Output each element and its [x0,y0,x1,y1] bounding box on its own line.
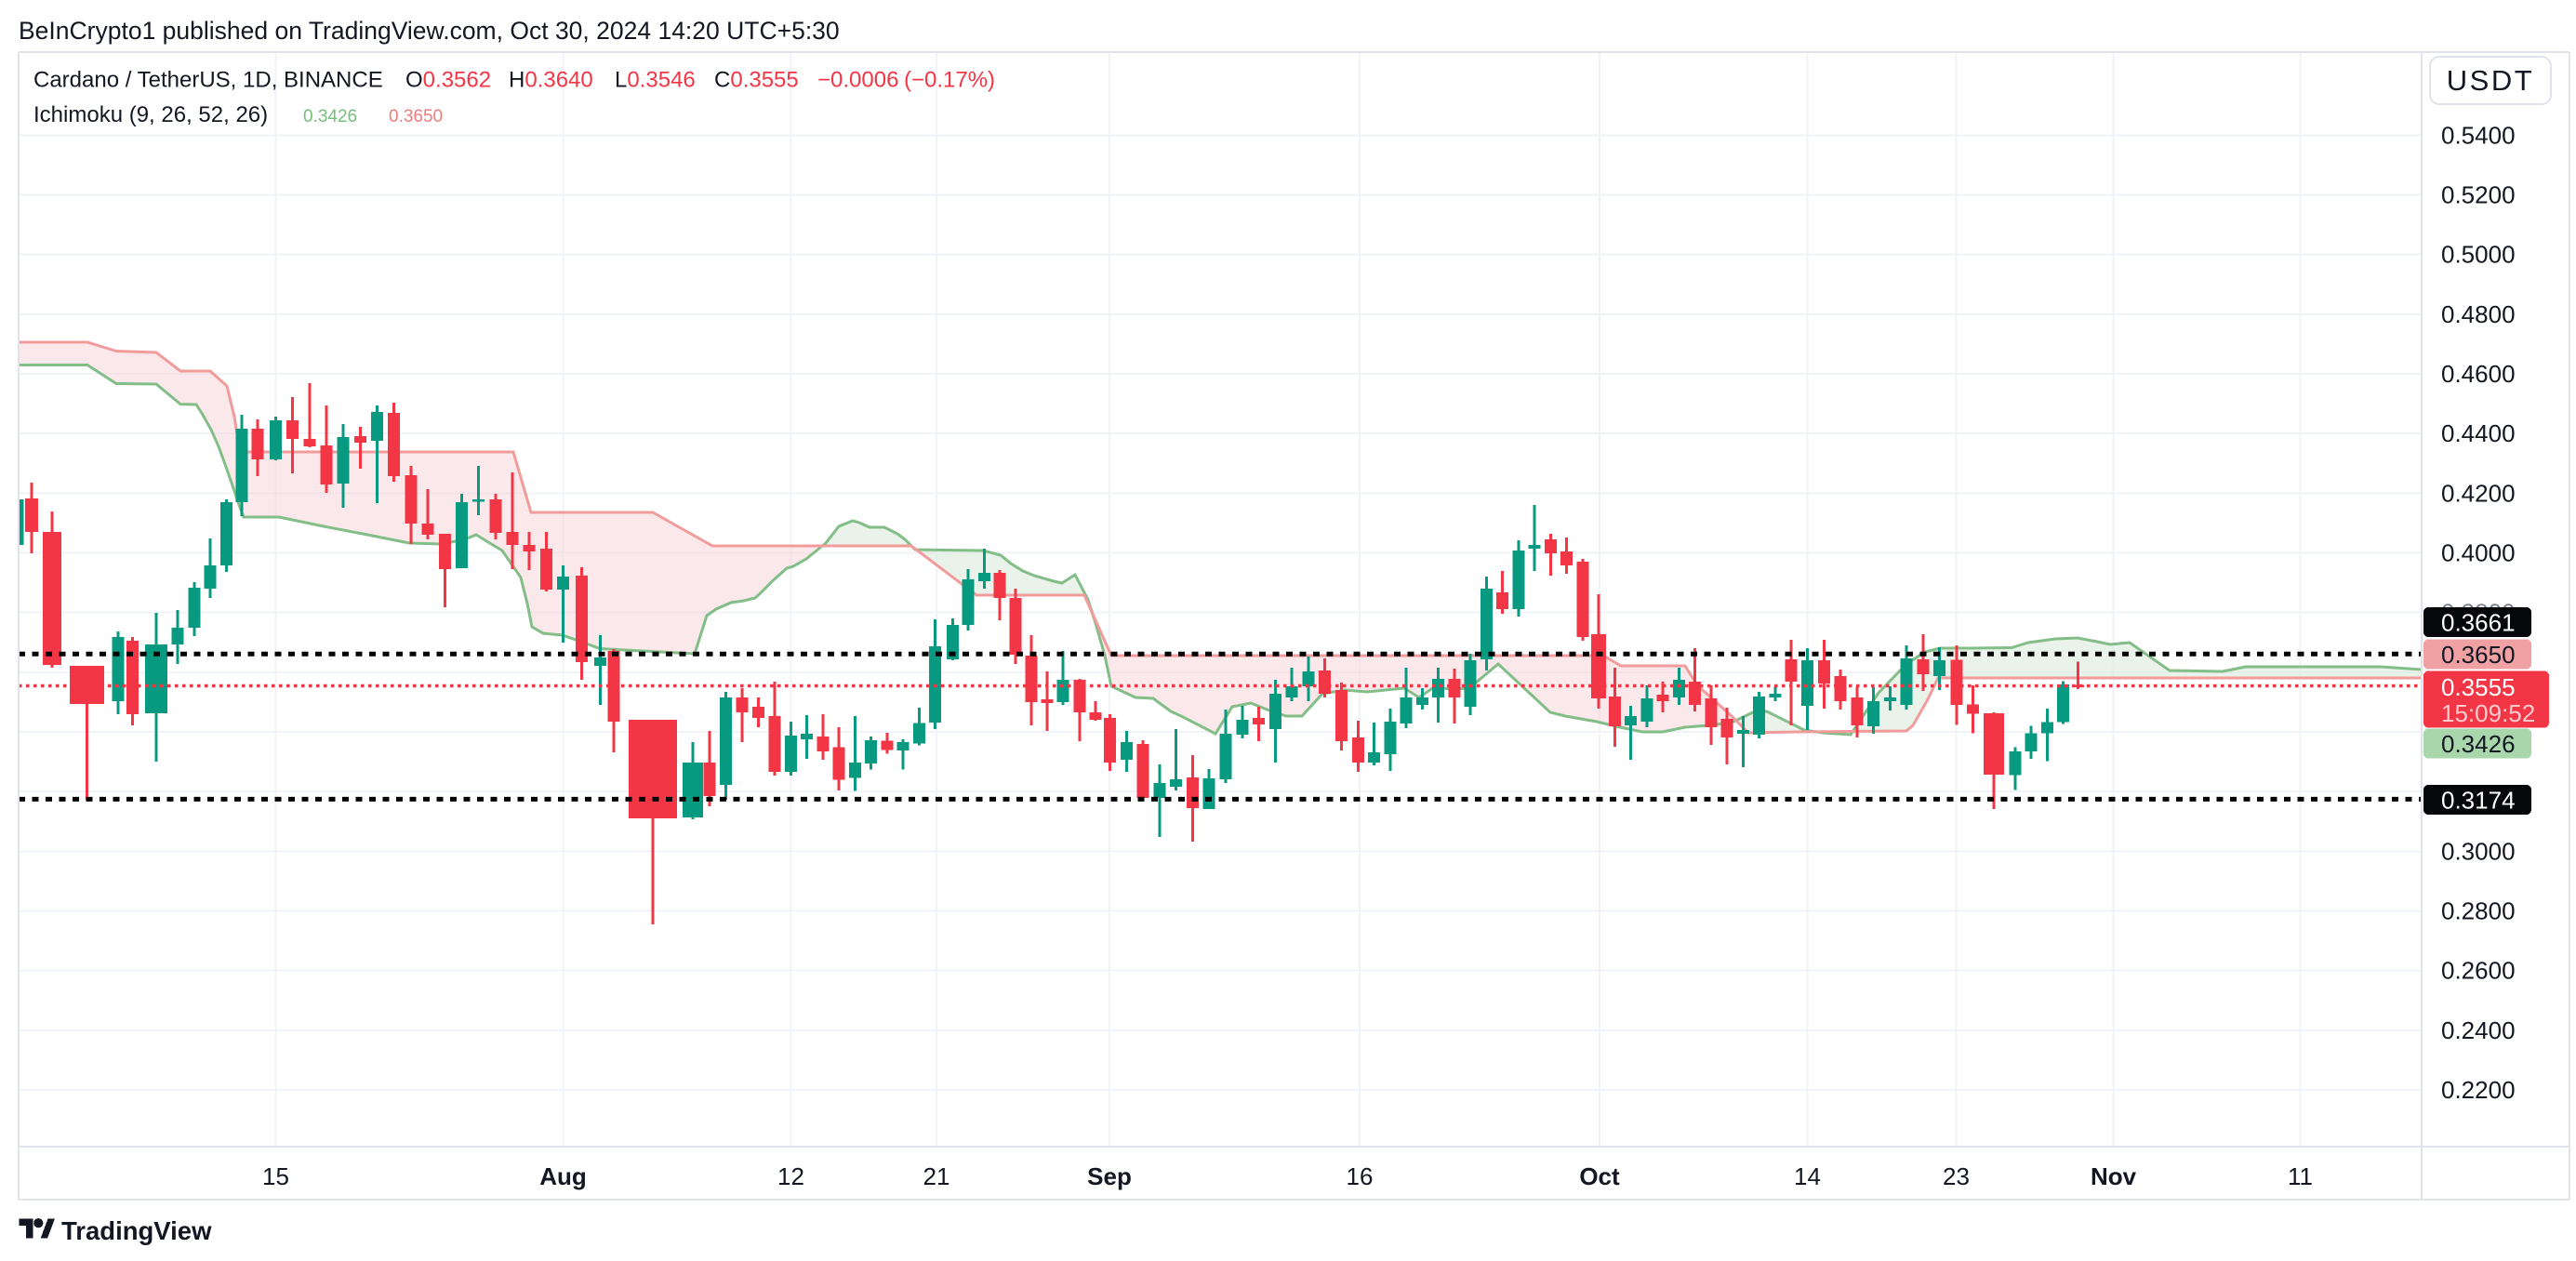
svg-text:Oct: Oct [1579,1162,1620,1190]
svg-text:C0.3555: C0.3555 [714,68,799,93]
svg-text:0.3000: 0.3000 [2441,837,2516,865]
svg-text:21: 21 [923,1162,950,1190]
svg-text:0.2400: 0.2400 [2441,1016,2516,1044]
svg-text:0.2800: 0.2800 [2441,897,2516,925]
svg-text:Aug: Aug [539,1162,587,1190]
svg-text:0.3426: 0.3426 [303,107,357,126]
svg-text:15: 15 [262,1162,289,1190]
svg-text:O0.3562: O0.3562 [405,68,491,93]
svg-text:Sep: Sep [1087,1162,1132,1190]
svg-text:11: 11 [2288,1162,2313,1190]
svg-text:0.4600: 0.4600 [2441,360,2516,388]
svg-text:0.5000: 0.5000 [2441,241,2516,269]
svg-text:23: 23 [1943,1162,1970,1190]
svg-text:0.5400: 0.5400 [2441,121,2516,149]
svg-text:0.3661: 0.3661 [2441,608,2516,636]
svg-text:(−0.17%): (−0.17%) [904,68,995,93]
svg-text:0.3555: 0.3555 [2441,673,2516,701]
svg-text:0.5200: 0.5200 [2441,181,2516,209]
svg-text:−0.0006: −0.0006 [817,68,898,93]
svg-text:0.3650: 0.3650 [389,107,443,126]
svg-text:Ichimoku (9, 26, 52, 26): Ichimoku (9, 26, 52, 26) [33,102,268,127]
svg-text:L0.3546: L0.3546 [615,68,696,93]
svg-text:0.3174: 0.3174 [2441,786,2516,814]
svg-text:0.4400: 0.4400 [2441,419,2516,447]
svg-text:0.2600: 0.2600 [2441,957,2516,985]
svg-text:0.4800: 0.4800 [2441,300,2516,328]
svg-text:16: 16 [1347,1162,1374,1190]
svg-text:TradingView: TradingView [61,1216,212,1245]
svg-text:0.3426: 0.3426 [2441,730,2516,758]
svg-text:Nov: Nov [2091,1162,2137,1190]
svg-text:0.2200: 0.2200 [2441,1076,2516,1104]
svg-text:0.4000: 0.4000 [2441,539,2516,567]
svg-text:12: 12 [777,1162,804,1190]
svg-text:0.3650: 0.3650 [2441,641,2516,669]
svg-text:0.4200: 0.4200 [2441,479,2516,507]
svg-text:BeInCrypto1 published on Tradi: BeInCrypto1 published on TradingView.com… [19,17,840,45]
svg-text:H0.3640: H0.3640 [509,68,593,93]
svg-text:14: 14 [1794,1162,1821,1190]
svg-text:15:09:52: 15:09:52 [2441,699,2535,727]
svg-text:Cardano / TetherUS, 1D, BINANC: Cardano / TetherUS, 1D, BINANCE [33,68,383,93]
svg-text:USDT: USDT [2447,64,2534,97]
